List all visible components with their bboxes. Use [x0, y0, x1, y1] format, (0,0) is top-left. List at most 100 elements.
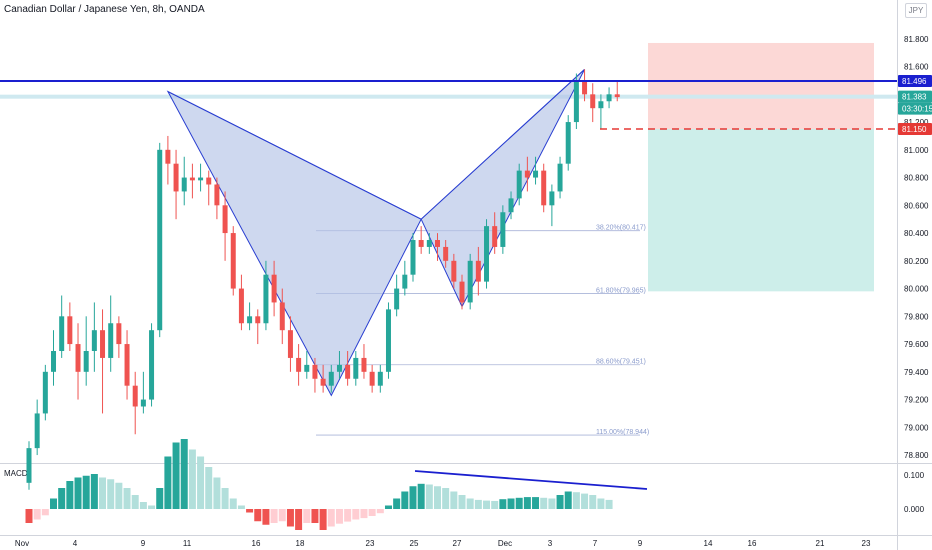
macd-bar: [483, 500, 491, 509]
price-tag-label: 81.496: [902, 77, 927, 86]
macd-bar: [156, 488, 164, 509]
candle-body: [312, 364, 318, 379]
candle-body: [279, 302, 285, 331]
candle-body: [75, 344, 81, 372]
macd-bar: [474, 499, 482, 509]
macd-bar: [66, 481, 74, 509]
macd-scale-label: 0.000: [904, 505, 925, 514]
macd-label: MACD: [4, 469, 28, 478]
macd-bar: [327, 509, 335, 527]
macd-bar: [368, 509, 376, 516]
candle-body: [377, 371, 383, 386]
chart-title: Canadian Dollar / Japanese Yen, 8h, OAND…: [4, 4, 205, 15]
macd-bar: [41, 509, 49, 516]
time-tick-label: 11: [183, 539, 192, 548]
price-tag: [898, 90, 932, 103]
candle-body: [590, 94, 596, 109]
macd-bar: [278, 509, 286, 522]
time-tick-label: 16: [252, 539, 261, 548]
macd-bar: [107, 479, 115, 509]
macd-bar: [270, 509, 278, 523]
currency-button[interactable]: JPY: [905, 3, 927, 18]
macd-bar: [548, 498, 556, 509]
macd-bar: [605, 499, 613, 509]
candle-body: [614, 94, 620, 98]
macd-bar: [491, 500, 499, 509]
price-tick-label: 79.000: [904, 423, 929, 432]
candle-body: [353, 357, 359, 379]
price-tag-label: 81.150: [902, 125, 927, 134]
macd-bar: [417, 483, 425, 509]
macd-bar: [564, 491, 572, 509]
risk-zone: [648, 42, 874, 129]
macd-bar: [148, 505, 156, 509]
fib-label: 38.20%(80.417): [596, 225, 646, 232]
pattern-line-bd: [420, 68, 585, 220]
candle-body: [508, 198, 514, 213]
macd-bar: [540, 497, 548, 509]
macd-bar: [205, 467, 213, 509]
macd-bar: [50, 498, 58, 509]
price-tick-label: 79.600: [904, 340, 929, 349]
candle-body: [124, 344, 130, 386]
candle-body: [247, 316, 253, 324]
macd-bar: [25, 509, 33, 523]
macd-bar: [409, 486, 417, 509]
macd-bar: [303, 509, 311, 523]
macd-bar: [507, 498, 515, 509]
time-tick-label: 14: [704, 539, 713, 548]
candle-body: [214, 184, 220, 206]
candle-body: [418, 240, 424, 247]
macd-bar: [311, 509, 319, 523]
candle-body: [263, 274, 269, 324]
candle-body: [165, 149, 171, 164]
macd-bar: [197, 456, 205, 509]
price-tag-label: 81.383: [902, 93, 927, 102]
candle-body: [230, 233, 236, 289]
price-tick-label: 79.400: [904, 368, 929, 377]
candle-body: [328, 371, 334, 386]
macd-bar: [597, 498, 605, 509]
pattern-line-xb: [167, 91, 422, 220]
macd-bar: [229, 498, 237, 509]
price-tick-label: 81.600: [904, 63, 929, 72]
macd-bar: [401, 491, 409, 509]
macd-bar: [393, 498, 401, 509]
target-zone: [648, 129, 874, 292]
candle-body: [116, 323, 122, 345]
candle-body: [83, 351, 89, 372]
macd-bar: [319, 509, 327, 530]
candle-body: [582, 80, 588, 95]
candle-body: [500, 212, 506, 247]
price-tag-label: 03:30:15: [902, 105, 932, 114]
candle-body: [238, 288, 244, 324]
macd-bar: [131, 495, 139, 509]
time-tick-label: 23: [366, 539, 375, 548]
macd-bar: [262, 509, 270, 525]
macd-bar: [556, 495, 564, 509]
time-tick-label: 16: [748, 539, 757, 548]
price-tick-label: 80.000: [904, 285, 929, 294]
candle-body: [255, 316, 261, 324]
macd-bar: [295, 509, 303, 530]
candle-body: [108, 323, 114, 358]
candle-body: [533, 170, 539, 178]
macd-bar: [213, 477, 221, 509]
candle-body: [181, 177, 187, 192]
pattern-triangle-xab: [166, 90, 422, 397]
fib-label: 61.80%(79.965): [596, 287, 646, 294]
price-tick-label: 81.000: [904, 146, 929, 155]
candle-body: [67, 316, 73, 345]
candle-body: [149, 330, 155, 400]
candle-body: [467, 260, 473, 303]
price-tick-label: 81.800: [904, 35, 929, 44]
macd-bar: [589, 495, 597, 509]
candle-body: [492, 226, 498, 247]
macd-bar: [33, 509, 41, 520]
candle-body: [51, 351, 57, 372]
macd-bar: [425, 484, 433, 509]
price-tick-label: 80.200: [904, 257, 929, 266]
candle-body: [59, 316, 65, 351]
candle-body: [475, 260, 481, 282]
